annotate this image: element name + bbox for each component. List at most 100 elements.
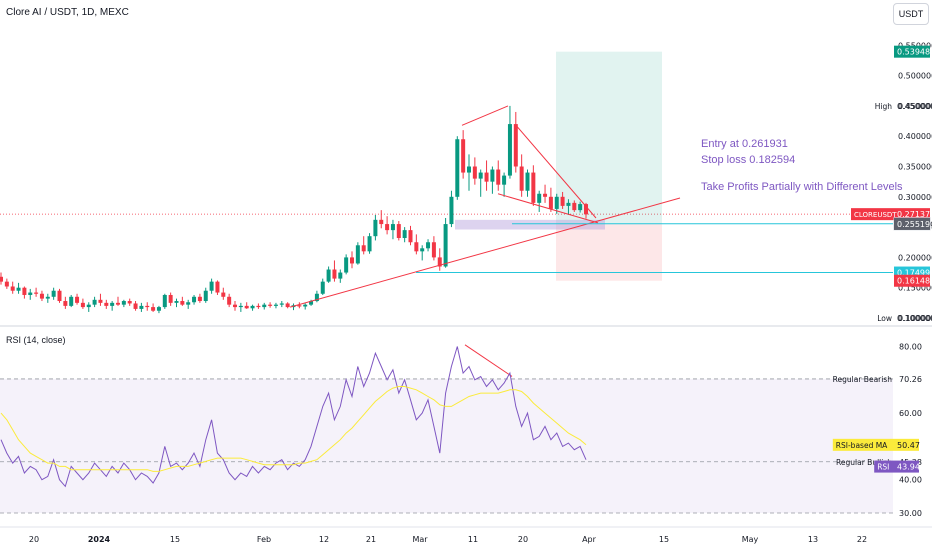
time-tick-label: 15 bbox=[170, 535, 180, 544]
time-tick-label: Feb bbox=[257, 535, 271, 544]
time-tick-label: 15 bbox=[659, 535, 669, 544]
take-profit-zone bbox=[556, 51, 662, 224]
price-badge-label-box bbox=[851, 208, 894, 221]
rsi-level-label: Regular Bearish bbox=[833, 375, 893, 384]
candle bbox=[51, 290, 56, 297]
time-tick-label: 11 bbox=[468, 535, 478, 544]
candle bbox=[584, 204, 588, 215]
rsi-badge-value: 43.94 bbox=[897, 463, 920, 472]
price-badge-value: 0.100000 bbox=[897, 314, 932, 323]
candle bbox=[192, 296, 197, 303]
rsi-badge-label-box bbox=[874, 460, 894, 473]
price-badge-value: 0.174998 bbox=[897, 269, 932, 278]
candle bbox=[203, 290, 208, 302]
entry-annotation: Entry at 0.261931 bbox=[701, 138, 788, 150]
candle bbox=[69, 296, 74, 306]
candle bbox=[145, 305, 150, 308]
candle bbox=[426, 242, 431, 249]
price-badge-value: 0.271375 bbox=[897, 210, 932, 219]
candle bbox=[279, 303, 284, 305]
candle bbox=[256, 305, 261, 308]
candle bbox=[467, 166, 471, 173]
candle bbox=[443, 224, 448, 267]
price-badge bbox=[894, 274, 930, 287]
candle bbox=[478, 172, 483, 179]
chart-title: Clore AI / USDT, 1D, MEXC bbox=[6, 7, 129, 18]
candle bbox=[139, 305, 144, 309]
candle bbox=[233, 304, 237, 308]
candle bbox=[273, 304, 278, 306]
candle bbox=[385, 224, 390, 231]
time-tick-label: 20 bbox=[29, 535, 39, 544]
candle bbox=[262, 304, 267, 308]
price-badge bbox=[894, 208, 930, 221]
candle bbox=[326, 269, 331, 282]
candle bbox=[45, 296, 50, 299]
candle bbox=[379, 219, 384, 225]
candle bbox=[250, 305, 255, 309]
rsi-ma-series-line bbox=[0, 386, 587, 472]
candle bbox=[402, 230, 407, 239]
time-tick-label: Apr bbox=[582, 535, 597, 544]
candle bbox=[420, 248, 425, 252]
support-trendline bbox=[289, 197, 681, 308]
rsi-series-line bbox=[0, 346, 587, 488]
price-badge-value: 0.539483 bbox=[897, 48, 932, 57]
rsi-badge bbox=[894, 460, 919, 473]
candle bbox=[338, 272, 343, 279]
candle bbox=[554, 196, 559, 209]
price-badge-label: Low bbox=[877, 314, 892, 323]
candle bbox=[507, 124, 512, 176]
candle bbox=[180, 301, 185, 305]
rsi-badge-label: RSI bbox=[877, 463, 889, 472]
candle bbox=[127, 301, 132, 304]
price-badge-value: 0.450000 bbox=[897, 102, 932, 111]
rsi-divergence-line bbox=[464, 344, 513, 377]
rsi-tick-label: 40.00 bbox=[899, 476, 922, 485]
candle bbox=[162, 294, 167, 308]
rsi-badge bbox=[894, 438, 919, 451]
candle bbox=[92, 299, 97, 305]
candle bbox=[537, 193, 542, 203]
candle bbox=[63, 301, 68, 306]
candle bbox=[174, 301, 179, 303]
rsi-tick-label: 80.00 bbox=[899, 343, 922, 352]
candle bbox=[22, 287, 27, 295]
candle bbox=[314, 293, 319, 302]
candle bbox=[431, 242, 436, 258]
candle bbox=[350, 257, 354, 264]
candle bbox=[437, 257, 442, 267]
candle bbox=[513, 124, 518, 167]
rsi-level-label: Regular Bullish bbox=[836, 458, 892, 467]
candle bbox=[156, 307, 161, 311]
candle bbox=[502, 175, 507, 185]
candle bbox=[197, 296, 202, 302]
candle bbox=[186, 302, 191, 305]
candle bbox=[396, 224, 401, 239]
candle bbox=[490, 169, 495, 182]
time-tick-label: 13 bbox=[808, 535, 818, 544]
price-tick-label: 0.450000 bbox=[898, 102, 932, 111]
candle bbox=[332, 269, 337, 279]
price-badge-value: 0.255193 bbox=[897, 220, 932, 229]
candle bbox=[121, 301, 126, 305]
rsi-badge-label-box bbox=[832, 438, 894, 451]
candle bbox=[361, 245, 366, 252]
candle bbox=[297, 305, 302, 307]
time-tick-label: Mar bbox=[412, 535, 428, 544]
take-profit-annotation: Take Profits Partially with Different Le… bbox=[701, 181, 903, 193]
candle bbox=[531, 172, 536, 203]
candle bbox=[519, 166, 524, 191]
time-tick-label: 20 bbox=[518, 535, 528, 544]
candle bbox=[461, 139, 466, 173]
rsi-tick-label: 60.00 bbox=[899, 409, 922, 418]
candle bbox=[110, 302, 115, 306]
stop-loss-zone bbox=[556, 223, 662, 281]
candle bbox=[209, 281, 214, 291]
candle bbox=[28, 292, 33, 295]
currency-button[interactable]: USDT bbox=[893, 3, 929, 25]
